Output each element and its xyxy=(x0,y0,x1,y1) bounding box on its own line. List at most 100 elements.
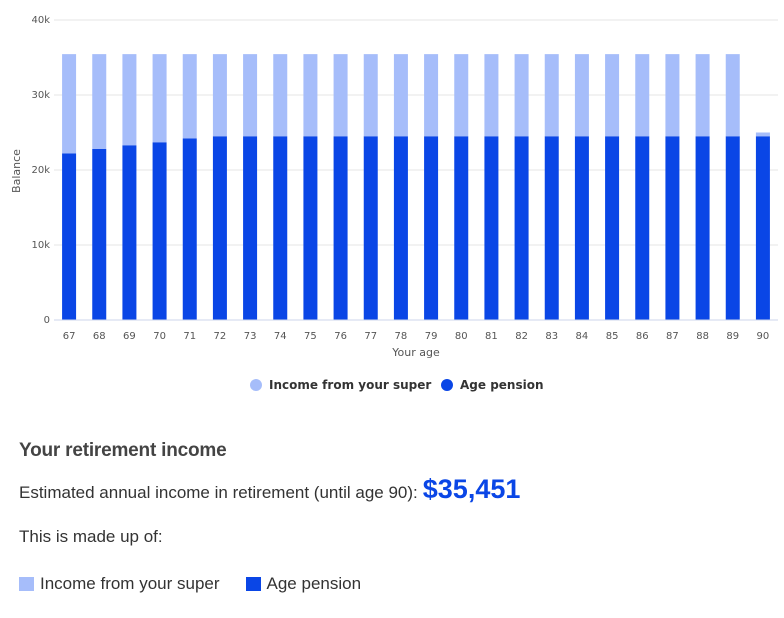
bar-age-pension[interactable] xyxy=(303,136,318,320)
y-tick-label: 20k xyxy=(31,165,50,176)
x-axis-title: Your age xyxy=(391,346,440,359)
bar-age-pension[interactable] xyxy=(454,136,469,320)
bar-super-income[interactable] xyxy=(212,54,227,137)
legend-label-super: Income from your super xyxy=(269,378,431,392)
bar-super-income[interactable] xyxy=(484,54,499,137)
x-tick-label: 77 xyxy=(364,331,377,342)
bar-super-income[interactable] xyxy=(424,54,439,137)
estimate-row: Estimated annual income in retirement (u… xyxy=(19,474,759,505)
y-axis-title: Balance xyxy=(10,149,23,193)
y-tick-label: 0 xyxy=(44,315,50,326)
bar-age-pension[interactable] xyxy=(122,145,137,320)
bar-super-income[interactable] xyxy=(122,54,137,146)
bar-super-income[interactable] xyxy=(62,54,77,154)
bar-super-income[interactable] xyxy=(303,54,318,137)
bar-age-pension[interactable] xyxy=(363,136,378,320)
bar-super-income[interactable] xyxy=(152,54,167,143)
x-tick-label: 83 xyxy=(545,331,558,342)
x-tick-label: 87 xyxy=(666,331,679,342)
x-tick-label: 67 xyxy=(63,331,76,342)
x-tick-label: 68 xyxy=(93,331,106,342)
retirement-summary: Your retirement income Estimated annual … xyxy=(19,440,759,594)
stacked-bar-chart: 0 10k 20k 30k 40k Balance 67 68 69 70 71 72 73 74 75… xyxy=(10,15,778,392)
gridlines xyxy=(54,19,778,246)
y-tick-label: 30k xyxy=(31,90,50,101)
legend-dot-pension xyxy=(441,379,453,391)
bar-super-income[interactable] xyxy=(665,54,680,137)
bar-age-pension[interactable] xyxy=(182,138,197,321)
x-tick-label: 74 xyxy=(274,331,287,342)
legend-item-pension[interactable]: Age pension xyxy=(441,378,544,392)
estimate-value: $35,451 xyxy=(422,474,521,504)
summary-legend-pension: Age pension xyxy=(245,574,362,594)
bar-super-income[interactable] xyxy=(273,54,288,137)
bar-super-income[interactable] xyxy=(635,54,650,137)
x-axis-ticks: 67 68 69 70 71 72 73 74 75 76 77 78 79 80 81 82 83 84 85 86… xyxy=(63,331,770,342)
summary-legend-super: Income from your super xyxy=(19,574,220,594)
x-tick-label: 73 xyxy=(244,331,257,342)
bar-super-income[interactable] xyxy=(574,54,589,137)
x-tick-label: 81 xyxy=(485,331,498,342)
bar-age-pension[interactable] xyxy=(243,136,258,320)
y-axis-ticks: 0 10k 20k 30k 40k xyxy=(31,15,50,326)
bar-super-income[interactable] xyxy=(182,54,197,139)
swatch-super xyxy=(19,577,34,591)
x-tick-label: 84 xyxy=(576,331,589,342)
estimate-label: Estimated annual income in retirement (u… xyxy=(19,483,418,502)
bar-age-pension[interactable] xyxy=(544,136,559,320)
bars xyxy=(62,54,770,320)
bar-age-pension[interactable] xyxy=(725,136,740,320)
x-tick-label: 70 xyxy=(153,331,166,342)
legend-item-super[interactable]: Income from your super xyxy=(250,378,431,392)
bar-age-pension[interactable] xyxy=(393,136,408,320)
bar-age-pension[interactable] xyxy=(484,136,499,320)
x-tick-label: 72 xyxy=(214,331,227,342)
legend-label-pension: Age pension xyxy=(460,378,544,392)
x-tick-label: 75 xyxy=(304,331,317,342)
summary-legend-pension-label: Age pension xyxy=(266,574,362,593)
bar-age-pension[interactable] xyxy=(212,136,227,320)
bar-super-income[interactable] xyxy=(92,54,107,149)
bar-age-pension[interactable] xyxy=(665,136,680,320)
x-tick-label: 69 xyxy=(123,331,136,342)
y-tick-label: 10k xyxy=(31,240,50,251)
swatch-pension xyxy=(245,577,261,591)
made-up-label: This is made up of: xyxy=(19,527,163,546)
summary-legend-super-label: Income from your super xyxy=(40,574,220,593)
bar-super-income[interactable] xyxy=(605,54,620,137)
bar-age-pension[interactable] xyxy=(574,136,589,320)
bar-age-pension[interactable] xyxy=(273,136,288,320)
x-tick-label: 85 xyxy=(606,331,619,342)
x-tick-label: 88 xyxy=(696,331,709,342)
bar-age-pension[interactable] xyxy=(333,136,348,320)
bar-super-income[interactable] xyxy=(393,54,408,137)
bar-super-income[interactable] xyxy=(363,54,378,137)
legend-dot-super xyxy=(250,379,262,391)
bar-super-income[interactable] xyxy=(333,54,348,137)
bar-age-pension[interactable] xyxy=(635,136,650,320)
bar-age-pension[interactable] xyxy=(514,136,529,320)
x-tick-label: 79 xyxy=(425,331,438,342)
bar-age-pension[interactable] xyxy=(755,136,770,320)
bar-super-income[interactable] xyxy=(544,54,559,137)
bar-super-income[interactable] xyxy=(755,132,770,137)
bar-super-income[interactable] xyxy=(725,54,740,137)
y-tick-label: 40k xyxy=(31,15,50,26)
bar-age-pension[interactable] xyxy=(92,149,107,320)
bar-super-income[interactable] xyxy=(454,54,469,137)
bar-age-pension[interactable] xyxy=(695,136,710,320)
x-tick-label: 78 xyxy=(395,331,408,342)
bar-super-income[interactable] xyxy=(695,54,710,137)
chart-legend: Income from your super Age pension xyxy=(250,378,544,392)
bar-age-pension[interactable] xyxy=(424,136,439,320)
x-tick-label: 90 xyxy=(757,331,770,342)
bar-age-pension[interactable] xyxy=(152,142,167,320)
bar-super-income[interactable] xyxy=(243,54,258,137)
bar-age-pension[interactable] xyxy=(605,136,620,320)
x-tick-label: 76 xyxy=(334,331,347,342)
bar-age-pension[interactable] xyxy=(62,153,77,321)
x-tick-label: 82 xyxy=(515,331,528,342)
x-tick-label: 86 xyxy=(636,331,649,342)
bar-super-income[interactable] xyxy=(514,54,529,137)
x-tick-label: 89 xyxy=(726,331,739,342)
